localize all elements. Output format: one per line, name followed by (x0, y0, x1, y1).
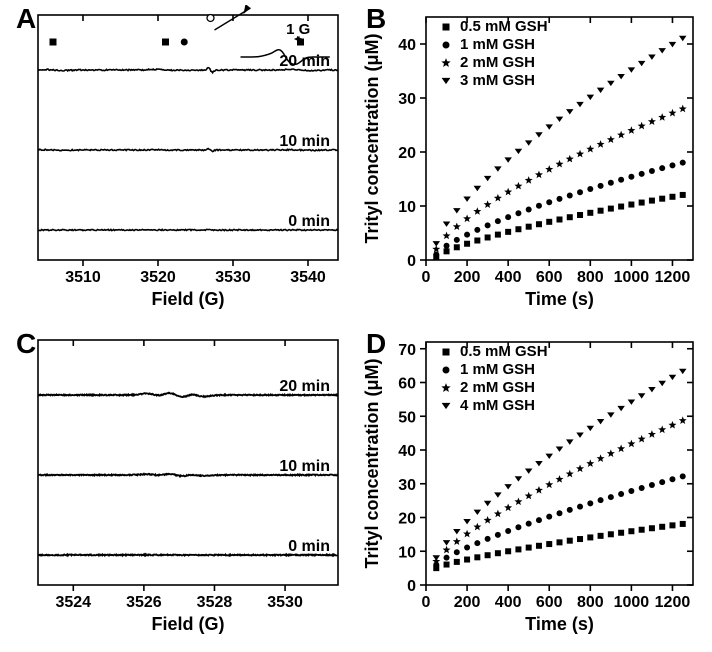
svg-text:50: 50 (398, 409, 416, 426)
svg-text:70: 70 (398, 342, 416, 359)
xlabel: Time (s) (525, 614, 594, 634)
svg-text:2 mM GSH: 2 mM GSH (460, 54, 535, 71)
svg-text:0 min: 0 min (288, 538, 330, 555)
svg-text:0.5 mM GSH: 0.5 mM GSH (460, 343, 548, 360)
svg-text:1200: 1200 (655, 269, 691, 286)
svg-text:3530: 3530 (267, 594, 303, 611)
svg-text:3528: 3528 (197, 594, 233, 611)
panel-c: C 3524 3526 3528 3530 Field (G) 0 min 10 min 20 … (10, 330, 350, 640)
svg-text:200: 200 (454, 269, 481, 286)
svg-text:30: 30 (398, 477, 416, 494)
panel-letter-b: B (366, 3, 386, 35)
svg-text:400: 400 (495, 269, 522, 286)
svg-text:1 G: 1 G (286, 21, 310, 38)
svg-text:3520: 3520 (140, 269, 176, 286)
svg-text:10 min: 10 min (279, 458, 330, 475)
svg-text:3524: 3524 (55, 594, 91, 611)
svg-text:10 min: 10 min (279, 133, 330, 150)
svg-text:30: 30 (398, 91, 416, 108)
svg-text:0: 0 (407, 253, 416, 270)
svg-text:3540: 3540 (290, 269, 326, 286)
svg-text:0.5 mM GSH: 0.5 mM GSH (460, 18, 548, 35)
svg-text:2 mM GSH: 2 mM GSH (460, 379, 535, 396)
svg-text:10: 10 (398, 544, 416, 561)
panel-letter-a: A (16, 3, 36, 35)
svg-text:20: 20 (398, 145, 416, 162)
svg-text:Field (G): Field (G) (152, 614, 225, 634)
panel-b: B 0 200 400 600 800 1000 1200 0 10 20 30 40 Time (s) T… (360, 5, 705, 315)
svg-text:1 mM GSH: 1 mM GSH (460, 361, 535, 378)
svg-text:3 mM GSH: 3 mM GSH (460, 72, 535, 89)
svg-text:3526: 3526 (126, 594, 162, 611)
panel-d: D 0 200 400 600 800 1000 1200 0 10 20 30 40 50 60 70 Tim… (360, 330, 705, 640)
panel-a: A 3510 3520 3530 3540 Field (G) 0 min 10 min 20 … (10, 5, 350, 315)
svg-text:3530: 3530 (215, 269, 251, 286)
svg-text:Trityl concentration (μM): Trityl concentration (μM) (362, 33, 382, 243)
svg-text:20 min: 20 min (279, 378, 330, 395)
svg-text:60: 60 (398, 376, 416, 393)
svg-text:1000: 1000 (614, 594, 650, 611)
svg-text:200: 200 (454, 594, 481, 611)
svg-text:4 mM GSH: 4 mM GSH (460, 397, 535, 414)
svg-text:1000: 1000 (614, 269, 650, 286)
svg-text:600: 600 (536, 594, 563, 611)
svg-text:1200: 1200 (655, 594, 691, 611)
svg-text:3510: 3510 (65, 269, 101, 286)
svg-text:800: 800 (577, 594, 604, 611)
svg-text:0: 0 (407, 578, 416, 595)
svg-text:0: 0 (422, 594, 431, 611)
svg-text:600: 600 (536, 269, 563, 286)
panel-letter-d: D (366, 328, 386, 360)
svg-text:400: 400 (495, 594, 522, 611)
svg-text:20: 20 (398, 511, 416, 528)
xlabel: Time (s) (525, 289, 594, 309)
svg-text:800: 800 (577, 269, 604, 286)
svg-text:20 min: 20 min (279, 53, 330, 70)
svg-text:40: 40 (398, 37, 416, 54)
svg-text:0 min: 0 min (288, 213, 330, 230)
svg-text:40: 40 (398, 443, 416, 460)
svg-text:Trityl concentration (μM): Trityl concentration (μM) (362, 358, 382, 568)
panel-letter-c: C (16, 328, 36, 360)
svg-text:1 mM GSH: 1 mM GSH (460, 36, 535, 53)
svg-text:10: 10 (398, 199, 416, 216)
svg-text:Field (G): Field (G) (152, 289, 225, 309)
svg-text:0: 0 (422, 269, 431, 286)
